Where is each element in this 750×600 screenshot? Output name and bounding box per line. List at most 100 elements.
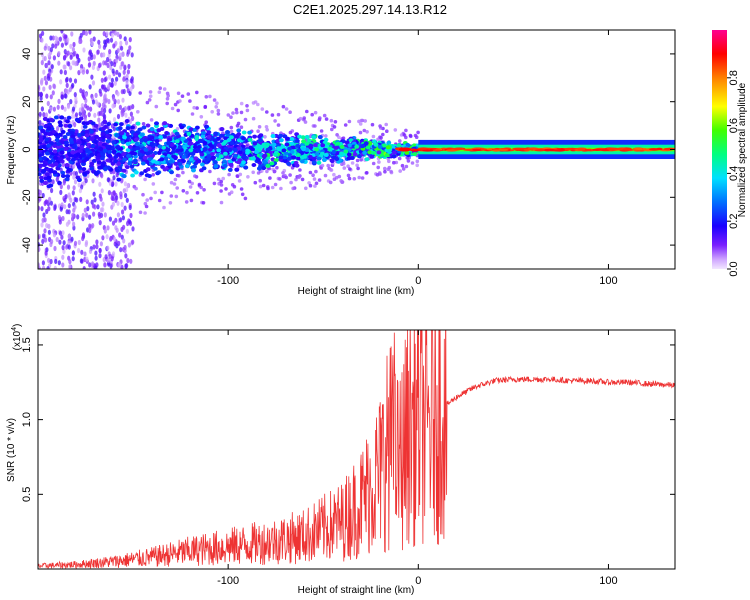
- heatmap-cell: [91, 80, 96, 86]
- heatmap-cell: [54, 43, 58, 49]
- heatmap-cell: [117, 126, 123, 131]
- heatmap-cell: [126, 220, 130, 227]
- heatmap-cell: [116, 91, 120, 97]
- heatmap-cell: [157, 198, 162, 203]
- heatmap-cell: [54, 138, 60, 143]
- heatmap-cell: [314, 152, 320, 157]
- heatmap-cell: [157, 90, 162, 94]
- heatmap-cell: [128, 45, 132, 51]
- heatmap-cell: [187, 141, 193, 146]
- heatmap-cell: [320, 151, 325, 156]
- heatmap-cell: [149, 196, 153, 201]
- heatmap-cell: [384, 122, 389, 127]
- heatmap-cell: [243, 196, 248, 201]
- heatmap-cell: [88, 227, 92, 234]
- heatmap-cell: [92, 211, 96, 217]
- heatmap-cell: [415, 163, 420, 168]
- heatmap-cell: [278, 138, 284, 143]
- heatmap-cell: [146, 146, 152, 150]
- heatmap-cell: [66, 50, 70, 56]
- heatmap-cell: [295, 138, 300, 143]
- heatmap-cell: [135, 146, 141, 151]
- heatmap-cell: [63, 69, 67, 76]
- heatmap-cell: [298, 168, 302, 172]
- heatmap-cell: [161, 145, 167, 150]
- heatmap-cell: [124, 112, 128, 118]
- heatmap-cell: [142, 155, 148, 160]
- heatmap-cell: [141, 192, 145, 197]
- heatmap-cell: [258, 184, 263, 189]
- heatmap-cell: [38, 145, 43, 150]
- heatmap-cell: [118, 262, 122, 268]
- heatmap-cell: [71, 46, 75, 53]
- heatmap-cell: [291, 155, 297, 160]
- heatmap-cell: [107, 153, 113, 158]
- heatmap-cell: [101, 201, 105, 207]
- heatmap-cell: [417, 147, 430, 150]
- heatmap-cell: [56, 126, 60, 132]
- heatmap-cell: [177, 161, 183, 166]
- heatmap-cell: [89, 166, 95, 171]
- heatmap-cell: [404, 150, 410, 155]
- heatmap-cell: [227, 167, 233, 172]
- heatmap-cell: [105, 144, 110, 149]
- heatmap-cell: [319, 129, 324, 133]
- heatmap-cell: [276, 112, 281, 117]
- heatmap-cell: [329, 158, 335, 163]
- heatmap-cell: [138, 91, 142, 95]
- heatmap-cell: [297, 134, 302, 139]
- heatmap-cell: [65, 132, 71, 136]
- heatmap-cell: [162, 205, 166, 210]
- snr-scale-base: (x10: [12, 330, 23, 350]
- heatmap-cell: [73, 78, 78, 84]
- heatmap-cell: [324, 134, 328, 138]
- heatmap-cell: [122, 188, 126, 194]
- colorbar-tick-label: 0.0: [728, 261, 740, 276]
- heatmap-cell: [120, 108, 125, 114]
- heatmap-cell: [162, 134, 168, 139]
- heatmap-cell: [177, 173, 181, 178]
- heatmap-cell: [190, 112, 195, 116]
- heatmap-cell: [296, 156, 301, 161]
- heatmap-cell: [376, 150, 382, 155]
- heatmap-cell: [58, 239, 62, 245]
- heatmap-cell: [210, 110, 214, 114]
- heatmap-cell: [111, 181, 115, 187]
- heatmap-cell: [356, 166, 360, 171]
- heatmap-cell: [73, 240, 78, 246]
- heatmap-cell: [62, 135, 68, 139]
- heatmap-cell: [125, 228, 129, 234]
- heatmap-cell: [276, 123, 281, 127]
- heatmap-cell: [122, 157, 127, 162]
- heatmap-cell: [203, 105, 207, 109]
- heatmap-cell: [199, 152, 205, 157]
- heatmap-cell: [69, 130, 75, 135]
- heatmap-cell: [50, 239, 54, 245]
- heatmap-cell: [320, 163, 325, 168]
- heatmap-cell: [89, 136, 95, 141]
- heatmap-cell: [103, 114, 107, 120]
- heatmap-cell: [98, 253, 102, 259]
- heatmap-cell: [324, 117, 329, 121]
- spectrogram-xtick-label: 100: [599, 275, 617, 287]
- heatmap-cell: [154, 104, 159, 109]
- heatmap-cell: [38, 120, 42, 126]
- heatmap-cell: [115, 172, 119, 178]
- heatmap-cell: [160, 190, 164, 195]
- heatmap-cell: [195, 106, 199, 110]
- heatmap-cell: [38, 135, 44, 140]
- heatmap-cell: [131, 104, 135, 110]
- heatmap-cell: [61, 215, 65, 222]
- heatmap-cell: [40, 206, 44, 212]
- heatmap-cell: [231, 111, 235, 115]
- heatmap-cell: [187, 179, 192, 184]
- heatmap-cell: [208, 169, 212, 174]
- heatmap-cell: [79, 88, 83, 94]
- heatmap-cell: [357, 175, 362, 180]
- heatmap-cell: [291, 186, 295, 191]
- heatmap-cell: [239, 187, 244, 191]
- heatmap-cell: [479, 148, 488, 151]
- heatmap-cell: [207, 147, 213, 152]
- heatmap-cell: [241, 147, 247, 152]
- spectrogram-chart: -100 0 100 -40 -20 0 20 40 Height of straight l…: [6, 29, 676, 297]
